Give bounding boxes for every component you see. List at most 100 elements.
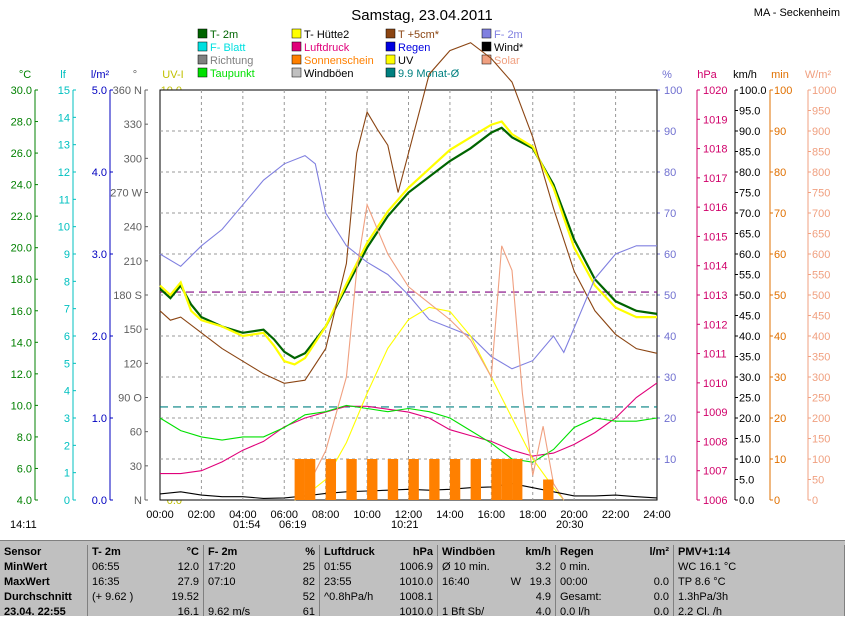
table-column: Regen l/m² 0 min. 00:00 0.0 Gesamt: 0.0 0.0 l/h… bbox=[556, 545, 674, 618]
table-row: 1 Bft Sb/4.0 bbox=[442, 606, 551, 618]
legend-swatch bbox=[291, 54, 302, 65]
tick-wind: 15.0 bbox=[739, 434, 760, 446]
table-row: 01:55 1006.9 bbox=[324, 561, 433, 573]
axis-unit-press: hPa bbox=[697, 69, 717, 81]
table-row: 23.04. 22:55 bbox=[4, 606, 66, 618]
axis-unit-temp: °C bbox=[19, 69, 31, 81]
tick-dir: 150 bbox=[124, 324, 142, 336]
tick-wind: 95.0 bbox=[739, 106, 760, 118]
tick-solar: 950 bbox=[812, 106, 830, 118]
tick-dir: 60 bbox=[130, 427, 142, 439]
tick-temp: 12.0 bbox=[11, 369, 32, 381]
table-column: Sensor MinWert MaxWert Durchschnitt 23.04. 2… bbox=[0, 545, 88, 618]
time-tick: 10:00 bbox=[353, 509, 381, 521]
tick-solar: 750 bbox=[812, 188, 830, 200]
tick-dir: 300 bbox=[124, 153, 142, 165]
sun-left-label: 14:11 bbox=[10, 519, 37, 531]
tick-leaf: 6 bbox=[64, 331, 70, 343]
axis-unit-solar: W/m² bbox=[805, 69, 832, 81]
tick-dir: 120 bbox=[124, 358, 142, 370]
time-tick: 16:00 bbox=[478, 509, 506, 521]
series-line-solar bbox=[294, 202, 565, 501]
sunshine-bar bbox=[367, 459, 378, 500]
tick-leaf: 1 bbox=[64, 468, 70, 480]
tick-hum: 10 bbox=[664, 454, 676, 466]
tick-solar: 50 bbox=[812, 475, 824, 487]
table-column: T- 2m °C 06:55 12.0 16:35 27.9 (+ 9.62 ) 19.52 1… bbox=[88, 545, 204, 618]
tick-press: 1009 bbox=[703, 407, 727, 419]
table-header: T- 2m °C bbox=[92, 546, 199, 558]
tick-press: 1016 bbox=[703, 202, 727, 214]
tick-leaf: 2 bbox=[64, 440, 70, 452]
sunshine-bar bbox=[294, 459, 305, 500]
tick-leaf: 7 bbox=[64, 304, 70, 316]
tick-solar: 150 bbox=[812, 434, 830, 446]
tick-hum: 50 bbox=[664, 290, 676, 302]
tick-solar: 250 bbox=[812, 393, 830, 405]
tick-rain: 0.0 bbox=[92, 495, 107, 507]
tick-press: 1010 bbox=[703, 378, 727, 390]
tick-min: 80 bbox=[774, 167, 786, 179]
tick-solar: 450 bbox=[812, 311, 830, 323]
series-marks bbox=[159, 42, 658, 501]
tick-solar: 1000 bbox=[812, 85, 836, 97]
tick-dir: 240 bbox=[124, 222, 142, 234]
legend-label: Regen bbox=[398, 42, 430, 54]
tick-hum: 20 bbox=[664, 413, 676, 425]
tick-solar: 550 bbox=[812, 270, 830, 282]
legend-swatch bbox=[385, 67, 396, 78]
tick-temp: 16.0 bbox=[11, 306, 32, 318]
tick-wind: 5.0 bbox=[739, 475, 754, 487]
tick-leaf: 10 bbox=[58, 222, 70, 234]
table-row: Ø 10 min. 3.2 bbox=[442, 561, 551, 573]
tick-dir: N bbox=[134, 495, 142, 507]
tick-temp: 6.0 bbox=[17, 463, 32, 475]
time-tick: 18:00 bbox=[519, 509, 547, 521]
time-tick: 00:00 bbox=[146, 509, 174, 521]
tick-min: 10 bbox=[774, 454, 786, 466]
tick-hum: 60 bbox=[664, 249, 676, 261]
tick-press: 1017 bbox=[703, 173, 727, 185]
tick-wind: 80.0 bbox=[739, 167, 760, 179]
tick-solar: 200 bbox=[812, 413, 830, 425]
sunset-time: 20:30 bbox=[556, 519, 584, 531]
series-line-t-h-tte2 bbox=[159, 120, 657, 366]
tick-wind: 90.0 bbox=[739, 126, 760, 138]
axis-unit-uv: UV-I bbox=[162, 69, 183, 81]
time-tick: 06:00 bbox=[270, 509, 298, 521]
tick-hum: 100 bbox=[664, 85, 682, 97]
legend-swatch bbox=[291, 28, 302, 39]
tick-wind: 85.0 bbox=[739, 147, 760, 159]
time-tick: 20:00 bbox=[560, 509, 588, 521]
table-row: (+ 9.62 ) 19.52 bbox=[92, 591, 199, 603]
table-row: TP 8.6 °C bbox=[678, 576, 726, 588]
tick-wind: 50.0 bbox=[739, 290, 760, 302]
legend-label: Taupunkt bbox=[210, 68, 255, 80]
tick-leaf: 5 bbox=[64, 358, 70, 370]
tick-wind: 10.0 bbox=[739, 454, 760, 466]
legend-label: T +5cm* bbox=[398, 29, 440, 41]
series-line-t-5cm- bbox=[159, 42, 658, 384]
tick-temp: 14.0 bbox=[11, 337, 32, 349]
tick-min: 90 bbox=[774, 126, 786, 138]
tick-leaf: 15 bbox=[58, 85, 70, 97]
tick-temp: 8.0 bbox=[17, 432, 32, 444]
table-header: F- 2m% bbox=[208, 546, 315, 558]
tick-press: 1011 bbox=[703, 349, 727, 361]
legend-swatch bbox=[481, 28, 492, 39]
table-row: 1.3hPa/3h bbox=[678, 591, 729, 603]
tick-dir: 270 W bbox=[110, 188, 142, 200]
table-row: 2.2 Cl. /h bbox=[678, 606, 723, 618]
time-tick: 14:00 bbox=[436, 509, 464, 521]
table-header: Luftdruck hPa bbox=[324, 546, 433, 558]
tick-wind: 60.0 bbox=[739, 249, 760, 261]
tick-wind: 55.0 bbox=[739, 270, 760, 282]
legend-label: Sonnenschein bbox=[304, 55, 374, 67]
legend-label: Solar bbox=[494, 55, 520, 67]
legend-swatch bbox=[197, 54, 208, 65]
tick-min: 20 bbox=[774, 413, 786, 425]
time-tick: 02:00 bbox=[188, 509, 216, 521]
table-column: Luftdruck hPa 01:55 1006.9 23:55 1010.0 ^0.8hP… bbox=[320, 545, 438, 618]
tick-leaf: 8 bbox=[64, 276, 70, 288]
station-name: MA - Seckenheim bbox=[754, 7, 840, 19]
